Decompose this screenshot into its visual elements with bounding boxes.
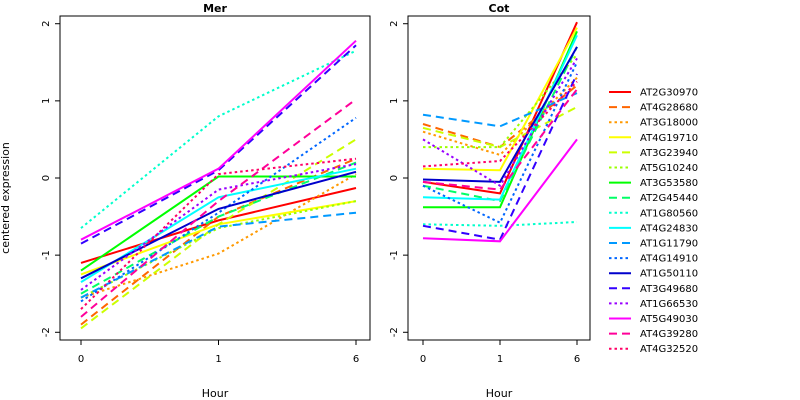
y-tick-label: 1 — [41, 98, 52, 104]
series-line-at1g50110 — [422, 46, 578, 183]
panels-layer: Mer -2 -1 0 1 2 0 1 6 Hour Cot -2 -1 0 1 2 0 1 6 Hour — [41, 2, 591, 400]
series-line-at1g50110 — [80, 170, 357, 280]
legend: AT2G30970 AT4G28680 AT3G18000 AT4G19710 AT3G… — [609, 88, 698, 355]
legend-label: AT5G49030 — [640, 314, 698, 325]
y-tick-label: -2 — [41, 327, 52, 337]
series-line-at4g32520 — [80, 157, 357, 310]
legend-item-at4g19710: AT4G19710 — [609, 133, 698, 144]
legend-item-at1g66530: AT1G66530 — [609, 299, 698, 310]
legend-label: AT4G28680 — [640, 103, 698, 114]
legend-item-at3g18000: AT3G18000 — [609, 118, 698, 129]
series-line-at1g66530 — [80, 163, 357, 291]
legend-item-at2g30970: AT2G30970 — [609, 88, 698, 99]
legend-label: AT3G53580 — [640, 178, 698, 189]
series-line-at4g14910 — [422, 61, 578, 225]
series-line-at2g45440 — [422, 46, 578, 203]
series-line-at1g11790 — [422, 92, 578, 128]
legend-label: AT1G66530 — [640, 299, 698, 310]
x-tick-label: 6 — [574, 354, 580, 365]
x-tick-label: 1 — [497, 354, 503, 365]
series-line-at2g30970 — [422, 21, 578, 195]
legend-item-at4g28680: AT4G28680 — [609, 103, 698, 114]
legend-label: AT1G80560 — [640, 208, 698, 219]
x-tick-label: 1 — [215, 354, 221, 365]
series-line-at1g80560 — [422, 221, 578, 227]
legend-item-at1g50110: AT1G50110 — [609, 269, 698, 280]
series-line-at2g30970 — [80, 187, 357, 264]
series-line-at4g39280 — [422, 88, 578, 191]
series-line-at4g32520 — [422, 80, 578, 168]
legend-item-at1g11790: AT1G11790 — [609, 239, 698, 250]
y-tick-label: -1 — [41, 250, 52, 260]
legend-label: AT3G49680 — [640, 284, 698, 295]
y-axis-label: centered expression — [0, 142, 12, 254]
legend-label: AT1G50110 — [640, 269, 698, 280]
series-line-at5g49030 — [80, 39, 357, 241]
series-line-at3g23940 — [422, 106, 578, 149]
legend-item-at4g39280: AT4G39280 — [609, 329, 698, 340]
y-tick-label: 2 — [389, 21, 400, 27]
legend-item-at5g10240: AT5G10240 — [609, 163, 698, 174]
legend-label: AT4G14910 — [640, 254, 698, 265]
series-line-at3g49680 — [80, 44, 357, 245]
legend-item-at4g14910: AT4G14910 — [609, 254, 698, 265]
panel-mer: Mer -2 -1 0 1 2 0 1 6 Hour — [41, 2, 371, 400]
series-line-at5g49030 — [422, 138, 578, 243]
y-tick-label: -2 — [389, 327, 400, 337]
series-line-at3g49680 — [422, 73, 578, 241]
x-tick-label: 6 — [353, 354, 359, 365]
x-axis-label: Hour — [202, 387, 229, 400]
legend-label: AT5G10240 — [640, 163, 698, 174]
series-line-at5g10240 — [423, 53, 578, 149]
legend-item-at3g53580: AT3G53580 — [609, 178, 698, 189]
series-line-at4g24830 — [80, 167, 357, 283]
legend-item-at1g80560: AT1G80560 — [609, 208, 698, 219]
series-line-at4g19710 — [80, 200, 357, 276]
legend-label: AT3G18000 — [640, 118, 698, 129]
legend-item-at2g45440: AT2G45440 — [609, 193, 698, 204]
panel-cot: Cot -2 -1 0 1 2 0 1 6 Hour — [389, 2, 591, 400]
x-tick-label: 0 — [78, 354, 84, 365]
legend-item-at5g49030: AT5G49030 — [609, 314, 698, 325]
series-line-at3g23940 — [80, 138, 357, 330]
y-tick-label: 0 — [389, 175, 400, 181]
series-line-at3g18000 — [80, 173, 357, 299]
legend-label: AT4G24830 — [640, 223, 698, 234]
series-line-at4g24830 — [422, 34, 578, 201]
legend-item-at3g49680: AT3G49680 — [609, 284, 698, 295]
y-tick-label: 0 — [41, 175, 52, 181]
series-line-at3g53580 — [80, 175, 356, 272]
legend-item-at3g23940: AT3G23940 — [609, 148, 698, 159]
series-line-at2g45440 — [80, 161, 357, 295]
x-axis-label: Hour — [486, 387, 513, 400]
series-line-at1g80560 — [80, 49, 357, 229]
series-line-at5g10240 — [80, 200, 357, 299]
legend-label: AT4G32520 — [640, 344, 698, 355]
panel-title: Mer — [203, 2, 227, 15]
legend-label: AT4G39280 — [640, 329, 698, 340]
legend-item-at4g24830: AT4G24830 — [609, 223, 698, 234]
x-tick-label: 0 — [420, 354, 426, 365]
series-line-at4g14910 — [80, 116, 357, 303]
legend-label: AT3G23940 — [640, 148, 698, 159]
legend-label: AT2G45440 — [640, 193, 698, 204]
series-line-at1g66530 — [422, 57, 578, 188]
legend-label: AT1G11790 — [640, 239, 698, 250]
y-tick-label: 2 — [41, 21, 52, 27]
legend-item-at4g32520: AT4G32520 — [609, 344, 698, 355]
legend-label: AT4G19710 — [640, 133, 698, 144]
series-line-at4g19710 — [422, 27, 578, 172]
panel-title: Cot — [489, 2, 510, 15]
legend-label: AT2G30970 — [640, 88, 698, 99]
series-line-at4g39280 — [80, 98, 357, 318]
y-tick-label: 1 — [389, 98, 400, 104]
y-tick-label: -1 — [389, 250, 400, 260]
